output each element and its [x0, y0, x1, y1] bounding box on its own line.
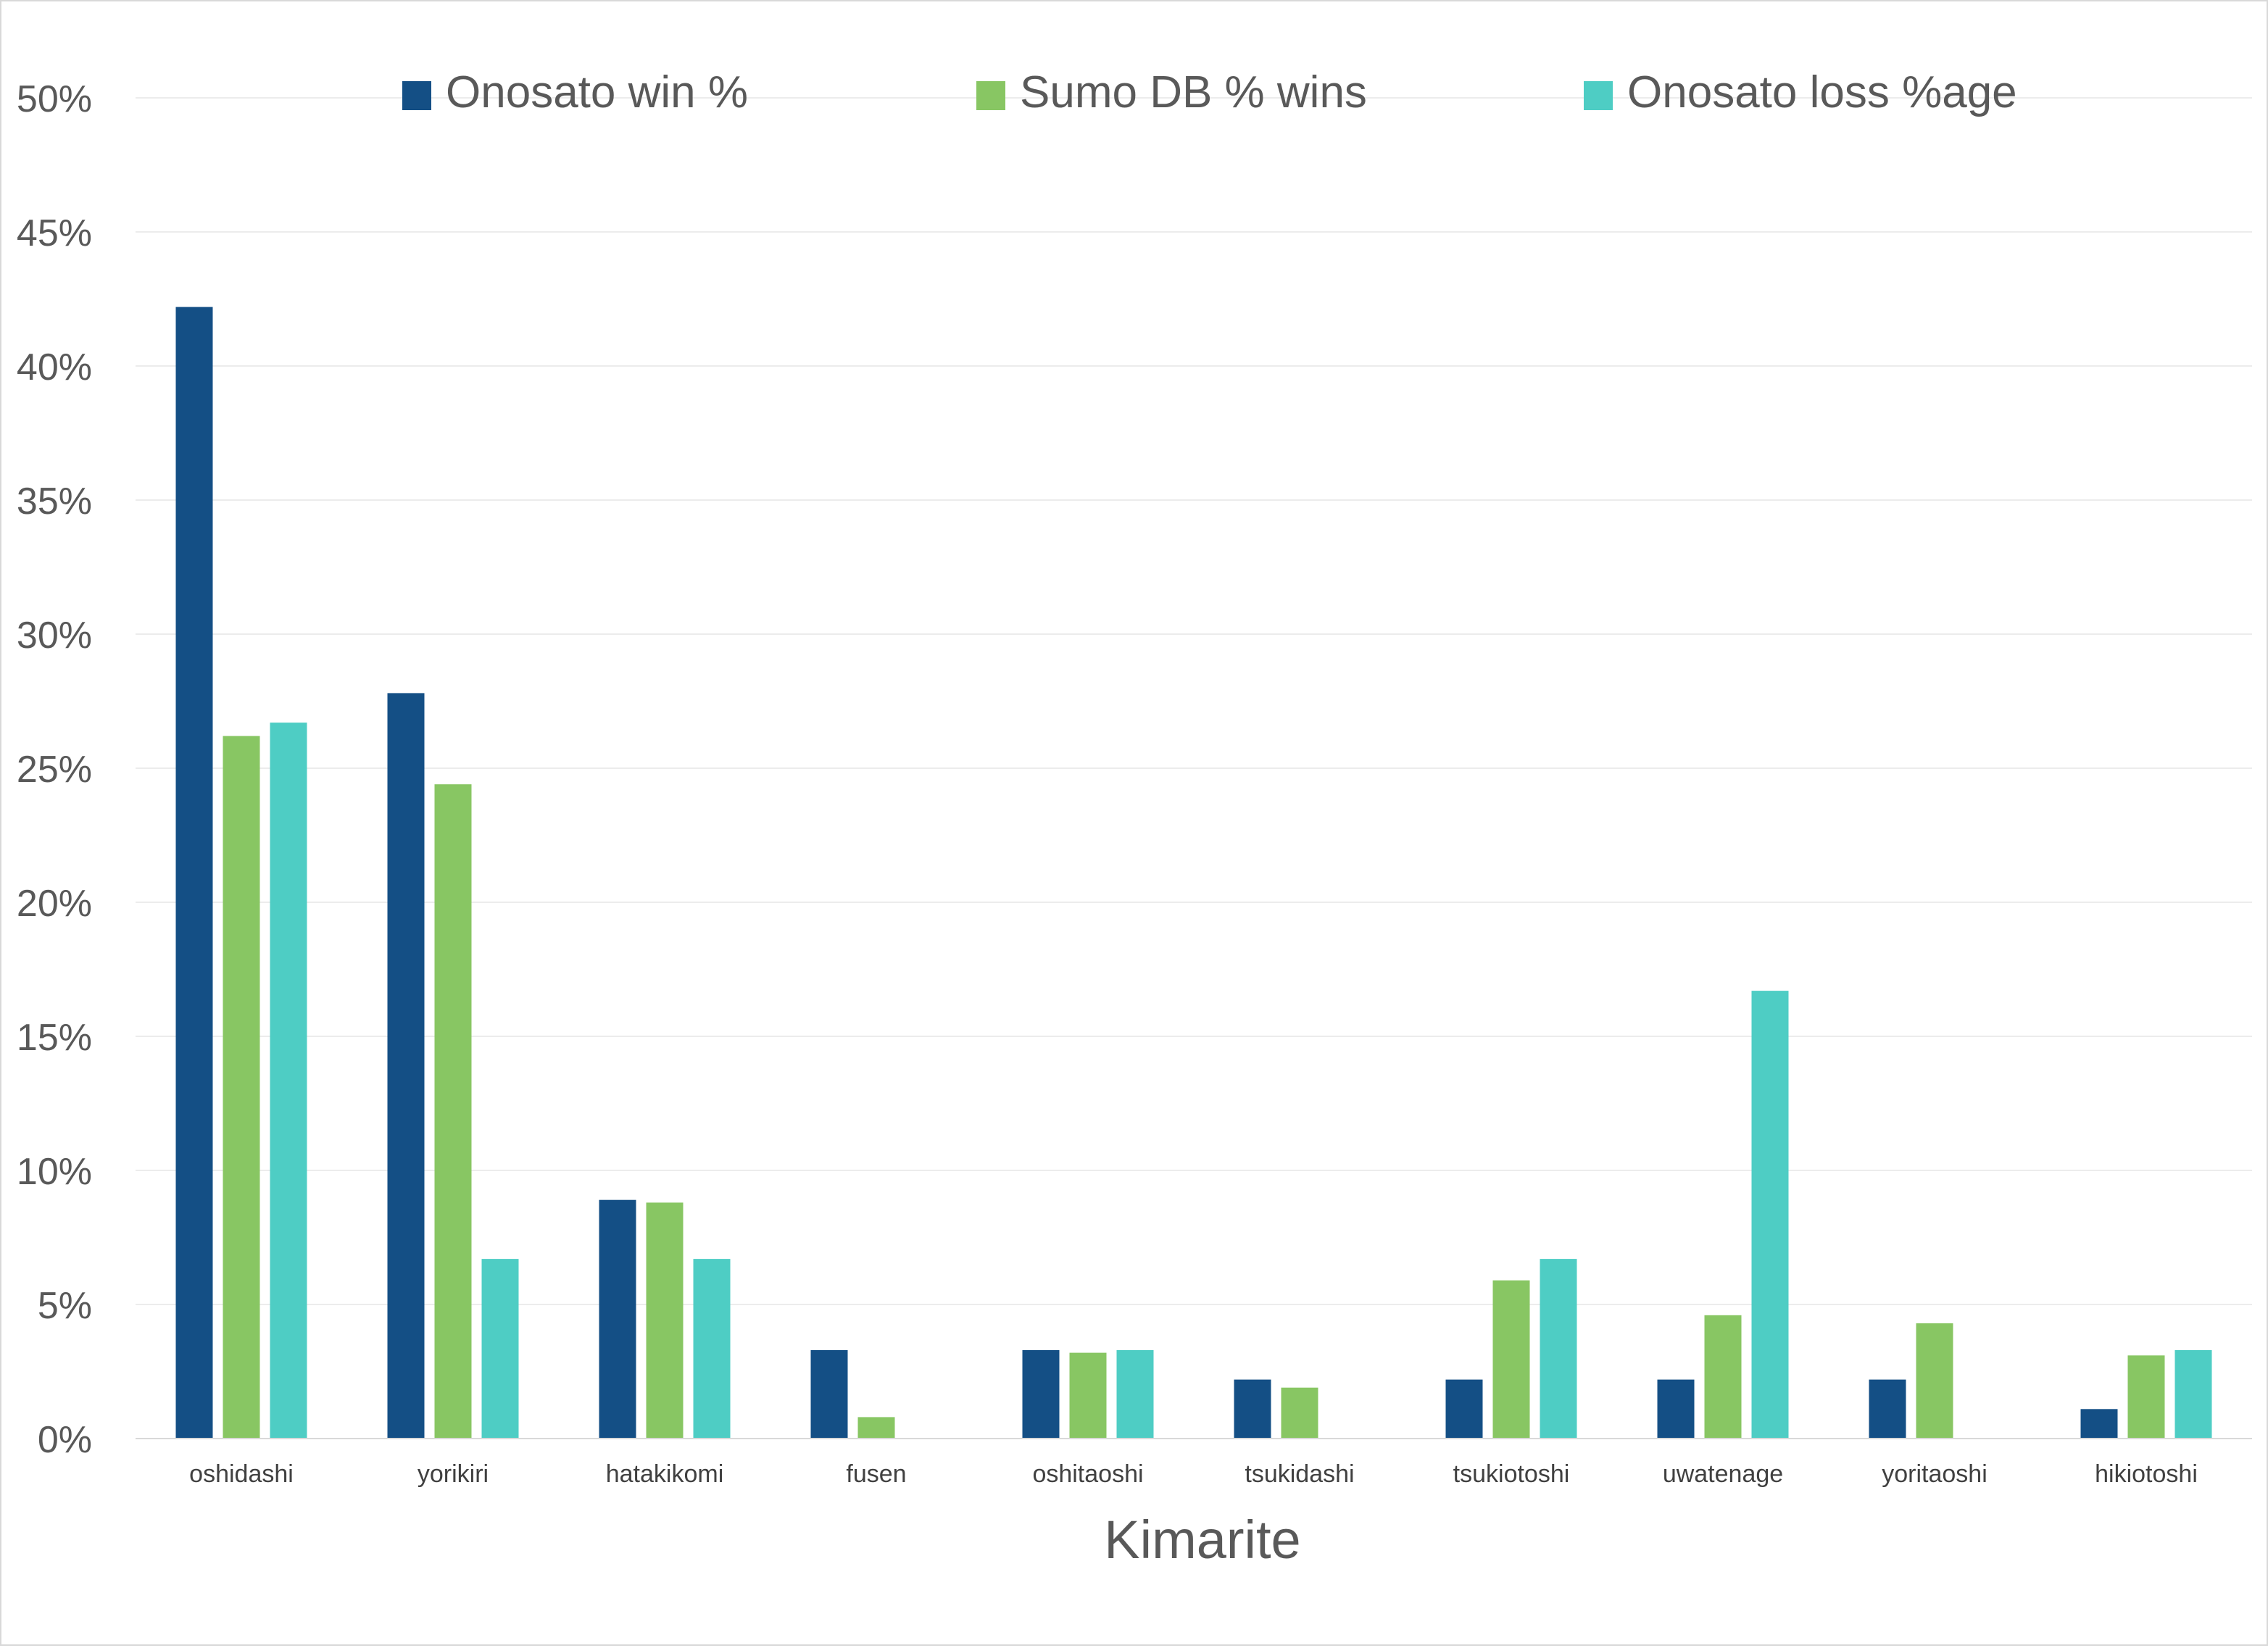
y-tick-label: 45% — [17, 212, 92, 254]
legend-swatch — [1584, 81, 1613, 110]
y-tick-label: 30% — [17, 615, 92, 657]
bar-hikiotoshi — [2174, 1349, 2212, 1439]
y-tick-label: 50% — [17, 78, 92, 120]
bar-oshidashi — [223, 736, 260, 1439]
bar-tsukiotoshi — [1492, 1280, 1530, 1439]
y-tick-label: 25% — [17, 749, 92, 791]
bar-fusen — [810, 1349, 848, 1439]
legend-swatch — [402, 81, 431, 110]
x-tick-label: tsukiotoshi — [1453, 1460, 1570, 1488]
gridlines — [136, 97, 2252, 1305]
bar-hikiotoshi — [2080, 1409, 2118, 1439]
legend-label: Onosato win % — [446, 67, 748, 117]
bar-hatakikomi — [646, 1202, 684, 1439]
bar-yorikiri — [481, 1259, 519, 1439]
legend-label: Sumo DB % wins — [1020, 67, 1367, 117]
bar-oshitaoshi — [1116, 1349, 1154, 1439]
bar-fusen — [857, 1417, 895, 1439]
x-tick-label: yoritaoshi — [1882, 1460, 1987, 1488]
bar-tsukidashi — [1281, 1387, 1318, 1439]
y-tick-label: 40% — [17, 346, 92, 388]
bar-oshidashi — [270, 723, 307, 1439]
x-tick-label: uwatenage — [1663, 1460, 1783, 1488]
bar-tsukiotoshi — [1540, 1259, 1577, 1439]
x-tick-label: tsukidashi — [1245, 1460, 1354, 1488]
bar-oshidashi — [175, 307, 213, 1439]
bar-hatakikomi — [599, 1199, 636, 1439]
y-tick-label: 5% — [38, 1285, 92, 1327]
legend-swatch — [976, 81, 1005, 110]
bar-oshitaoshi — [1022, 1349, 1060, 1439]
bar-uwatenage — [1751, 991, 1789, 1439]
bar-uwatenage — [1657, 1379, 1695, 1439]
bar-hikiotoshi — [2127, 1355, 2165, 1439]
bar-yoritaoshi — [1869, 1379, 1906, 1439]
x-tick-label: yorikiri — [418, 1460, 489, 1488]
bars — [175, 307, 2212, 1439]
bar-yorikiri — [387, 693, 425, 1439]
legend: Onosato win % Sumo DB % wins Onosato loss … — [402, 67, 2017, 117]
x-tick-label: oshidashi — [189, 1460, 294, 1488]
x-axis-title: Kimarite — [1104, 1510, 1300, 1570]
x-tick-label: hikiotoshi — [2095, 1460, 2198, 1488]
bar-tsukiotoshi — [1445, 1379, 1483, 1439]
x-tick-label: hatakikomi — [606, 1460, 724, 1488]
bar-hatakikomi — [693, 1259, 731, 1439]
bar-yorikiri — [434, 784, 472, 1439]
x-axis-ticks: oshidashi yorikiri hatakikomi fusen oshitaos… — [189, 1460, 2198, 1488]
y-tick-label: 15% — [17, 1017, 92, 1059]
bar-oshitaoshi — [1069, 1352, 1107, 1439]
y-axis-ticks: 0% 5% 10% 15% 20% 25% 30% 35% 40% 45% 50% — [17, 78, 92, 1461]
y-tick-label: 20% — [17, 883, 92, 925]
y-tick-label: 10% — [17, 1151, 92, 1193]
bar-yoritaoshi — [1916, 1323, 1953, 1439]
legend-label: Onosato loss %age — [1627, 67, 2017, 117]
bar-tsukidashi — [1234, 1379, 1271, 1439]
y-tick-label: 0% — [38, 1419, 92, 1461]
bar-uwatenage — [1704, 1315, 1742, 1439]
x-tick-label: oshitaoshi — [1032, 1460, 1143, 1488]
y-tick-label: 35% — [17, 480, 92, 523]
x-tick-label: fusen — [846, 1460, 906, 1488]
